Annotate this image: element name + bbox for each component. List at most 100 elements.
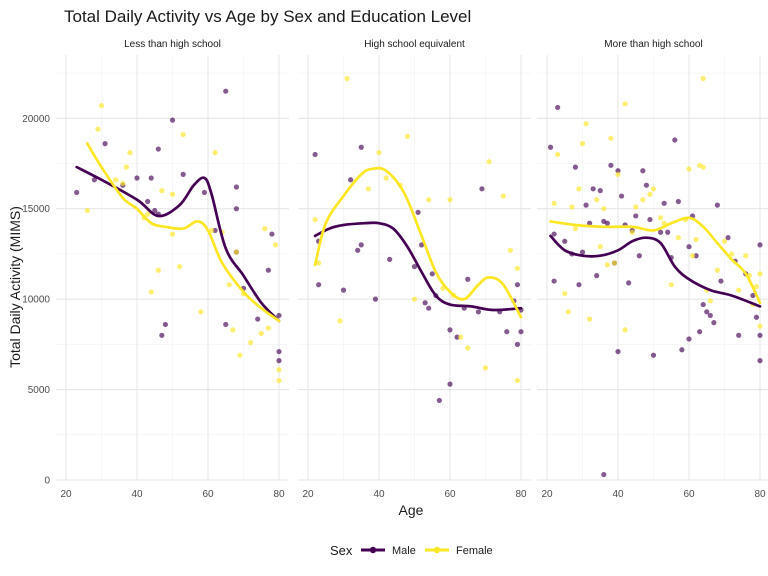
y-tick-label: 10000 [22, 295, 50, 306]
data-point-female [426, 197, 432, 203]
data-point-female [447, 197, 453, 203]
data-point-male [718, 278, 724, 284]
data-point-male [679, 347, 685, 353]
x-tick-label: 20 [60, 489, 72, 500]
data-point-male [551, 231, 557, 237]
data-point-female [411, 296, 418, 302]
data-point-male [753, 314, 760, 320]
data-point-female [383, 175, 389, 181]
data-point-male [355, 247, 361, 253]
legend-key-female [433, 546, 441, 554]
data-point-female [233, 249, 239, 255]
data-point-male [276, 312, 282, 319]
data-point-female [344, 75, 350, 82]
data-point-female [736, 287, 742, 293]
data-point-female [316, 260, 322, 266]
data-point-female [248, 339, 254, 346]
data-point-female [714, 267, 721, 273]
data-point-female [312, 216, 318, 223]
legend-key-male [369, 546, 377, 554]
data-point-female [120, 180, 126, 187]
data-point-male [700, 301, 706, 308]
data-point-female [169, 191, 176, 197]
data-point-male [725, 235, 731, 241]
data-point-female [707, 298, 713, 304]
data-point-female [675, 235, 681, 241]
data-point-male [411, 263, 418, 270]
data-point-male [419, 242, 425, 248]
data-point-male [74, 189, 80, 196]
data-point-male [447, 327, 453, 333]
data-point-female [721, 238, 728, 244]
data-point-female [500, 193, 506, 199]
data-point-female [208, 227, 215, 234]
data-point-male [426, 305, 432, 311]
data-point-female [729, 251, 735, 257]
data-point-female [230, 327, 236, 333]
data-point-female [757, 271, 763, 277]
data-point-female [551, 200, 557, 206]
data-point-female [337, 318, 343, 324]
data-point-female [562, 291, 568, 297]
legend-title: Sex [330, 543, 353, 558]
x-tick-label: 40 [131, 489, 143, 500]
data-point-male [518, 329, 524, 335]
data-point-male [643, 182, 650, 188]
x-tick-label: 80 [754, 489, 766, 500]
data-point-female [555, 151, 561, 158]
data-point-female [629, 229, 635, 235]
data-point-female [640, 197, 646, 203]
data-point-female [180, 131, 186, 138]
facet-panel: High school equivalent 20 40 60 80 [298, 39, 531, 500]
data-point-female [458, 334, 464, 340]
data-point-male [387, 256, 393, 262]
data-point-female [404, 133, 410, 139]
data-point-male [233, 206, 239, 212]
data-point-female [689, 253, 696, 259]
data-point-female [514, 377, 521, 384]
data-point-male [562, 238, 568, 244]
facet-strip-title: More than high school [604, 39, 702, 50]
x-tick-label: 40 [373, 489, 385, 500]
data-point-male [465, 276, 471, 282]
data-point-male [590, 186, 596, 192]
data-point-female [587, 316, 593, 322]
data-point-female [155, 267, 161, 273]
data-point-female [95, 126, 101, 132]
data-point-male [265, 267, 271, 273]
data-point-male [504, 329, 510, 335]
data-point-male [675, 198, 681, 205]
data-point-male [358, 242, 364, 248]
data-point-male [604, 220, 610, 226]
data-point-female [753, 283, 760, 290]
data-point-male [169, 117, 176, 123]
data-point-female [576, 186, 582, 192]
y-axis-label: Total Daily Activity (MIMS) [7, 206, 23, 368]
data-point-male [102, 141, 108, 147]
data-point-female [276, 377, 282, 384]
data-point-female [148, 289, 154, 295]
data-point-female [572, 226, 579, 232]
data-point-female [198, 309, 204, 315]
data-point-male [686, 244, 692, 250]
data-point-male [201, 189, 208, 196]
data-point-female [169, 231, 176, 237]
data-point-male [514, 341, 521, 347]
data-point-male [555, 104, 561, 111]
data-point-female [265, 325, 271, 331]
data-point-male [162, 321, 168, 328]
data-point-male [223, 88, 229, 94]
data-point-male [650, 352, 657, 358]
y-tick-label: 5000 [28, 385, 51, 396]
data-point-male [475, 309, 481, 315]
data-point-male [447, 381, 453, 387]
data-point-female [594, 197, 600, 203]
x-tick-label: 80 [515, 489, 527, 500]
data-point-female [611, 260, 618, 266]
data-point-male [415, 209, 421, 215]
data-point-male [697, 329, 703, 335]
data-point-male [134, 175, 140, 181]
data-point-male [601, 471, 607, 478]
data-point-female [486, 159, 492, 165]
